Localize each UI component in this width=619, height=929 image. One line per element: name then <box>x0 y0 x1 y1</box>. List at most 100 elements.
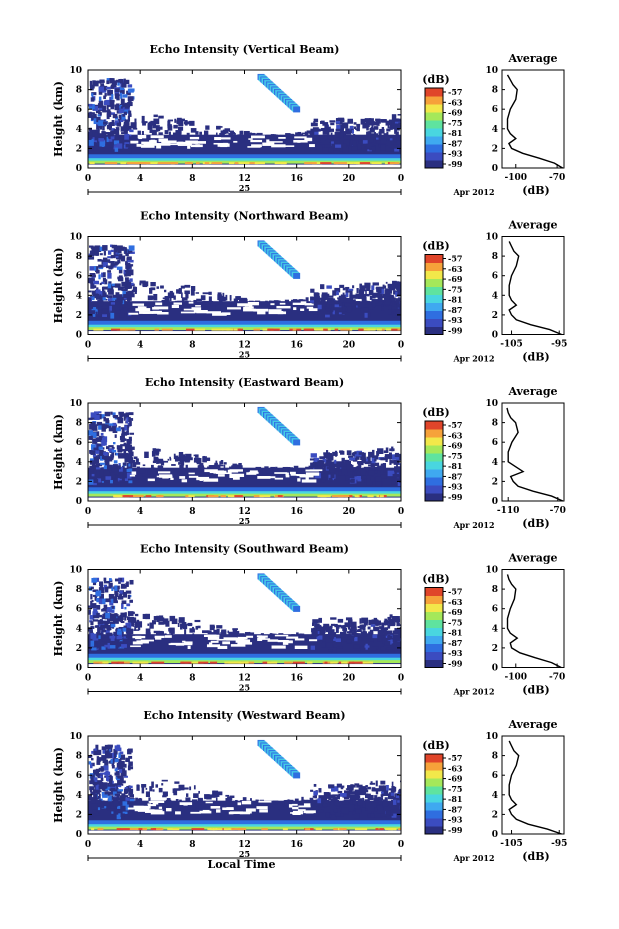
echo-cell <box>126 256 132 261</box>
echo-cell <box>270 300 273 305</box>
echo-cell <box>125 797 130 801</box>
echo-surface <box>274 162 286 165</box>
echo-cell <box>378 785 384 792</box>
echo-cell <box>125 270 131 277</box>
echo-gap <box>292 302 304 305</box>
echo-cell <box>343 143 347 149</box>
echo-cell <box>115 790 122 794</box>
echo-gap <box>228 811 234 815</box>
echo-cell <box>102 608 107 612</box>
echo-cell <box>107 642 110 649</box>
colorbar-swatch <box>425 270 443 279</box>
echo-gap <box>186 143 192 145</box>
echo-cell <box>368 619 373 626</box>
echo-cell <box>301 471 303 474</box>
echo-cell <box>90 777 96 781</box>
echo-gap <box>246 635 254 638</box>
echo-cell <box>155 126 159 132</box>
echo-cell <box>123 770 127 776</box>
echo-cell <box>391 114 397 121</box>
echo-cell <box>119 578 123 582</box>
echo-cell <box>184 456 190 463</box>
echo-gap <box>154 635 165 639</box>
echo-cell <box>234 630 240 635</box>
echo-cell <box>119 88 125 94</box>
echo-cell <box>99 470 104 476</box>
echo-cell <box>244 133 249 136</box>
echo-cell <box>126 297 130 302</box>
echo-cell <box>319 641 323 647</box>
avg-y-tick-label: 8 <box>492 252 498 262</box>
colorbar-title: (dB) <box>422 573 449 586</box>
echo-cell <box>91 290 96 295</box>
echo-cell <box>239 130 242 136</box>
echo-surface <box>211 162 223 165</box>
average-title: Average <box>507 385 557 398</box>
echo-cell <box>380 794 384 798</box>
echo-cell <box>359 624 365 630</box>
echo-cell <box>397 118 401 123</box>
echo-cell <box>210 465 213 469</box>
echo-surface <box>338 661 344 664</box>
echo-cell <box>101 423 107 430</box>
echo-cell <box>109 96 112 102</box>
avg-y-tick-label: 4 <box>492 624 498 634</box>
echo-cell <box>109 125 112 131</box>
average-xlabel: (dB) <box>522 351 549 364</box>
echo-cell <box>124 452 129 459</box>
echo-surface <box>348 661 355 664</box>
echo-cell <box>362 140 368 144</box>
echo-cell <box>380 646 384 651</box>
echo-cell <box>150 471 157 477</box>
echo-cell <box>330 811 335 815</box>
echo-gap <box>190 811 201 814</box>
echo-cell <box>109 788 112 792</box>
echo-cell <box>340 802 343 808</box>
echo-cell <box>385 145 389 152</box>
echo-cell <box>348 288 354 291</box>
echo-cell <box>336 646 343 649</box>
echo-cell <box>110 255 116 259</box>
colorbar-swatch <box>425 120 443 129</box>
echo-cell <box>331 461 336 466</box>
echo-cell <box>92 424 98 431</box>
echo-cell <box>352 285 355 289</box>
echo-cell <box>157 465 164 473</box>
echo-gap <box>251 144 262 148</box>
echo-cell <box>121 600 127 605</box>
echo-cell <box>153 630 161 634</box>
echo-cell <box>88 469 94 472</box>
echo-cell <box>125 804 129 811</box>
average-frame <box>501 402 565 502</box>
echo-cell <box>157 458 164 464</box>
echo-cell <box>128 448 133 453</box>
echo-cell <box>198 790 200 794</box>
colorbar-tick-label: -99 <box>448 659 463 669</box>
avg-y-tick-label: 0 <box>492 164 498 174</box>
echo-cell <box>394 786 397 792</box>
echo-cell <box>97 623 103 628</box>
echo-cell <box>349 636 354 640</box>
echo-gap <box>210 640 219 643</box>
echo-cell <box>111 283 117 287</box>
echo-cell <box>330 813 337 820</box>
echo-gap <box>288 804 293 808</box>
colorbar-tick-label: -93 <box>448 315 463 325</box>
echo-cell <box>193 793 199 798</box>
echo-surface <box>145 495 152 498</box>
echo-cell <box>92 83 95 89</box>
echo-cell <box>310 468 317 475</box>
echo-surface <box>120 162 127 165</box>
echo-cell <box>240 130 244 135</box>
echo-cell <box>332 786 339 792</box>
echo-cell <box>389 448 395 452</box>
echo-cell <box>113 244 118 251</box>
echo-cell <box>98 425 102 430</box>
echo-cell <box>335 144 342 148</box>
echo-cell <box>373 798 380 803</box>
echo-surface <box>207 495 219 498</box>
panel-title: Echo Intensity (Eastward Beam) <box>145 376 344 389</box>
echo-cell <box>110 244 113 248</box>
